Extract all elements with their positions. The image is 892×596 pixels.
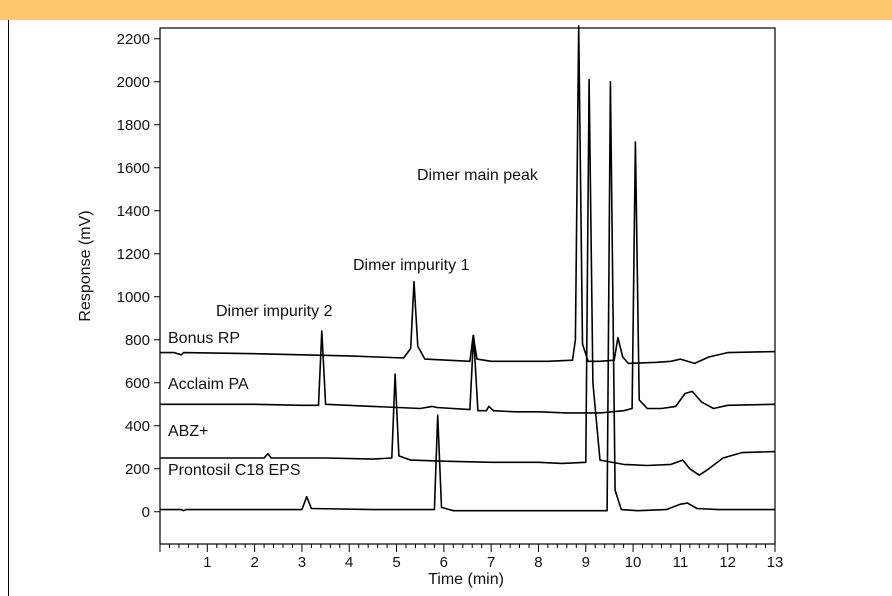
x-tick-label: 9 [582, 554, 590, 571]
y-tick-label: 1000 [117, 289, 150, 306]
y-tick-label: 1200 [117, 246, 150, 263]
x-tick-label: 11 [673, 554, 689, 571]
y-tick-label: 1800 [117, 117, 150, 134]
annotation-dimer-impurity-1: Dimer impurity 1 [353, 257, 470, 274]
series-label-acclaim-pa: Acclaim PA [168, 376, 249, 393]
plot-frame [159, 27, 776, 545]
chromatogram-traces [160, 25, 776, 512]
x-tick-label: 3 [298, 554, 306, 571]
trace-prontosil-c18-eps [160, 81, 775, 512]
x-axis-ticks: 1 2 3 4 5 6 7 8 9 10 11 12 13 [159, 544, 784, 571]
annotation-dimer-main-peak: Dimer main peak [417, 167, 539, 184]
x-tick-label: 8 [534, 554, 542, 571]
y-axis-ticks: 0 200 400 600 800 1000 1200 1400 1600 1800 2000 220… [117, 31, 160, 521]
y-tick-label: 1400 [117, 203, 150, 220]
x-tick-label: 5 [392, 554, 400, 571]
x-tick-label: 12 [719, 554, 736, 571]
trace-abz- [160, 78, 776, 476]
x-tick-label: 13 [767, 554, 784, 571]
y-tick-label: 200 [125, 461, 150, 478]
y-tick-label: 400 [125, 418, 150, 435]
x-tick-label: 6 [440, 554, 448, 571]
left-border-rule [8, 20, 9, 596]
y-tick-label: 0 [142, 504, 150, 521]
x-tick-label: 10 [625, 554, 642, 571]
y-tick-label: 2200 [117, 31, 150, 48]
y-tick-label: 2000 [117, 74, 150, 91]
y-tick-label: 800 [125, 332, 150, 349]
x-axis-title: Time (min) [428, 571, 504, 588]
series-label-abz-plus: ABZ+ [168, 423, 208, 440]
y-tick-label: 600 [125, 375, 150, 392]
trace-acclaim-pa [160, 141, 776, 414]
trace-bonus-rp [160, 25, 776, 365]
series-label-bonus-rp: Bonus RP [168, 330, 240, 347]
series-label-prontosil: Prontosil C18 EPS [168, 462, 301, 479]
x-tick-label: 7 [487, 554, 495, 571]
y-axis-title: Response (mV) [77, 210, 94, 321]
x-tick-label: 1 [203, 554, 211, 571]
x-tick-label: 2 [250, 554, 258, 571]
header-band [0, 0, 892, 20]
x-tick-label: 4 [345, 554, 353, 571]
annotation-dimer-impurity-2: Dimer impurity 2 [216, 303, 333, 320]
y-tick-label: 1600 [117, 160, 150, 177]
